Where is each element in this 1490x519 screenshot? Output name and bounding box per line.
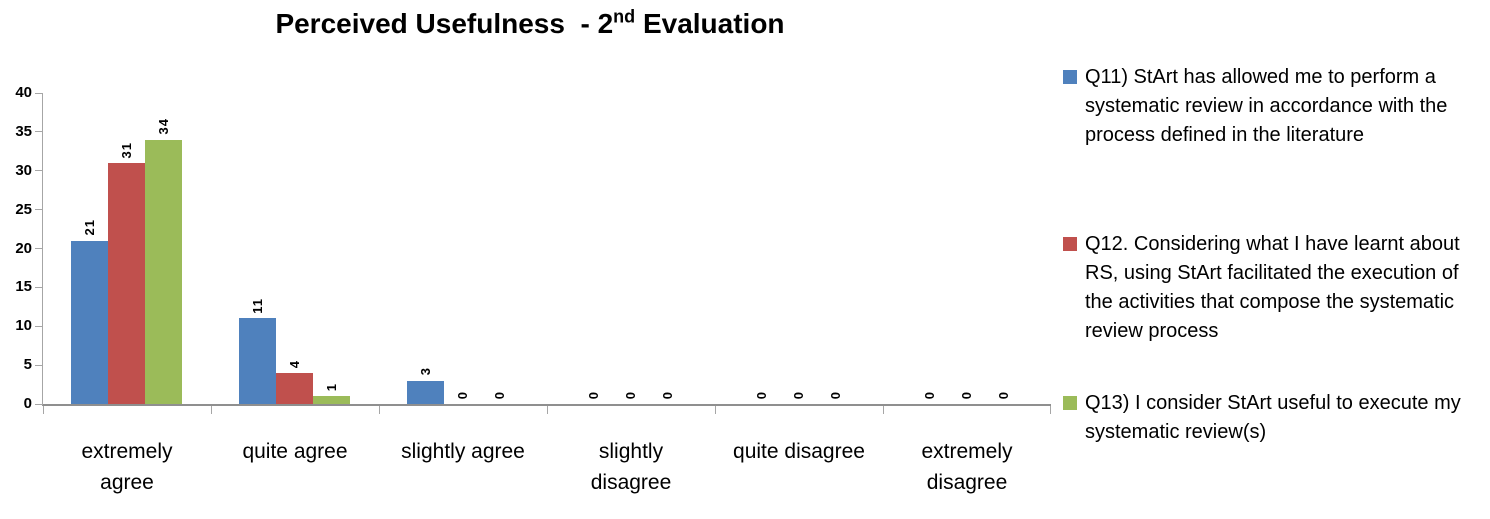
value-label-q12-slightly-disagree: 0 [623,390,638,399]
y-axis-tick-label: 20 [15,239,32,257]
x-axis-category-label-line: disagree [926,471,1008,494]
legend-swatch-q11 [1063,70,1077,84]
y-axis-tick-label: 30 [15,161,32,179]
x-axis-tick [43,406,44,414]
value-label-q11-extremely-disagree: 0 [922,390,937,399]
bar-q11-quite-agree [239,318,276,404]
bar-q11-slightly-agree [407,380,444,404]
x-axis-tick [547,406,548,414]
x-axis-category-label: slightly disagree [547,436,715,498]
x-axis-category-label-line: extremely [81,440,173,463]
y-axis-tick [35,403,43,405]
x-axis-tick [883,406,884,414]
y-axis-tick [35,364,43,366]
legend-item-label-q13: Q13) I consider StArt useful to execute … [1085,392,1461,443]
legend-item-q12: Q12. Considering what I have learnt abou… [1063,230,1483,346]
y-axis-tick-label: 40 [15,84,32,101]
bar-q11-extremely-agree [71,240,108,404]
value-label-q11-slightly-disagree: 0 [586,390,601,399]
value-label-q13-extremely-disagree: 0 [996,390,1011,399]
value-label-q13-quite-agree: 1 [324,383,339,392]
x-axis-category-label-line: extremely [921,440,1013,463]
x-axis-category-label-line: quite disagree [733,440,865,463]
chart-title: Perceived Usefulness - 2nd Evaluation [0,8,1060,40]
value-label-q13-extremely-agree: 34 [156,118,171,135]
value-label-q13-quite-disagree: 0 [828,390,843,399]
x-axis-category-label: extremely disagree [883,436,1051,498]
value-label-q12-extremely-disagree: 0 [959,390,974,399]
chart-title-prefix: Perceived Usefulness - 2 [275,8,614,39]
x-axis-category-label-line: slightly agree [401,440,525,463]
bar-q12-quite-agree [276,372,313,404]
x-axis-tick [211,406,212,414]
value-label-q12-slightly-agree: 0 [455,390,470,399]
chart-title-superscript: nd [613,6,636,27]
x-axis-tick [379,406,380,414]
x-axis-tick [715,406,716,414]
legend-item-q11: Q11) StArt has allowed me to perform a s… [1063,63,1483,150]
x-axis-category-label-line: quite agree [242,440,348,463]
value-label-q12-quite-agree: 4 [287,359,302,368]
x-axis-tick [1050,406,1051,414]
value-label-q13-slightly-disagree: 0 [660,390,675,399]
value-label-q11-slightly-agree: 3 [418,367,433,376]
y-axis-tick [35,92,43,94]
x-axis-category-label: slightly agree [379,436,547,467]
bar-q13-extremely-agree [145,139,182,404]
y-axis-tick-label: 10 [15,317,32,335]
legend-item-label-q12: Q12. Considering what I have learnt abou… [1085,233,1460,342]
value-label-q11-quite-disagree: 0 [754,390,769,399]
x-axis-category-label: extremely agree [43,436,211,498]
y-axis-tick [35,209,43,211]
y-axis-tick [35,248,43,249]
plot-area: 0 5 10 15 20 25 30 35 40 21 11 3 0 0 0 31 4 0 0 0 0 34 1 0 0 0 0 ex… [15,84,1051,494]
x-axis-category-label: quite agree [211,436,379,467]
value-label-q11-extremely-agree: 21 [82,219,97,236]
legend-swatch-q12 [1063,237,1077,251]
value-label-q13-slightly-agree: 0 [492,390,507,399]
x-axis-category-label-line: agree [100,471,154,494]
y-axis-tick [35,286,43,288]
legend-item-q13: Q13) I consider StArt useful to execute … [1063,389,1483,447]
value-label-q12-quite-disagree: 0 [791,390,806,399]
y-axis-tick [35,131,43,133]
legend-item-label-q11: Q11) StArt has allowed me to perform a s… [1085,66,1448,146]
y-axis-tick-label: 25 [15,200,32,218]
y-axis-tick-label: 5 [23,356,32,374]
y-axis-tick [35,325,43,327]
bar-q12-extremely-agree [108,162,145,404]
y-axis-tick-label: 0 [23,395,32,412]
legend-swatch-q13 [1063,396,1077,410]
x-axis-category-label-line: disagree [590,471,672,494]
value-label-q12-extremely-agree: 31 [119,141,134,158]
y-axis-tick-label: 15 [15,278,32,296]
x-axis-category-label-line: slightly [598,440,664,463]
value-label-q11-quite-agree: 11 [250,297,265,314]
bar-q13-quite-agree [313,396,350,404]
y-axis-tick [35,170,43,172]
y-axis-tick-label: 35 [15,122,32,140]
legend: Q11) StArt has allowed me to perform a s… [1063,0,1490,519]
x-axis-category-label: quite disagree [715,436,883,467]
chart-title-suffix: Evaluation [635,8,785,39]
